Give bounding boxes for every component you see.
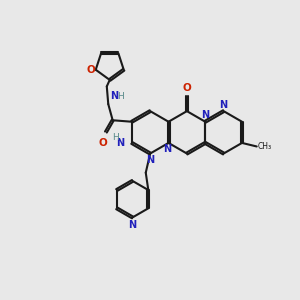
Text: O: O (86, 65, 95, 75)
Text: N: N (110, 91, 118, 100)
Text: N: N (163, 144, 171, 154)
Text: O: O (182, 83, 191, 93)
Text: H: H (117, 92, 124, 100)
Text: N: N (116, 138, 124, 148)
Text: N: N (201, 110, 209, 120)
Text: CH₃: CH₃ (258, 142, 272, 151)
Text: H: H (112, 133, 119, 142)
Text: N: N (128, 220, 136, 230)
Text: N: N (146, 155, 154, 165)
Text: N: N (220, 100, 228, 110)
Text: O: O (99, 138, 107, 148)
